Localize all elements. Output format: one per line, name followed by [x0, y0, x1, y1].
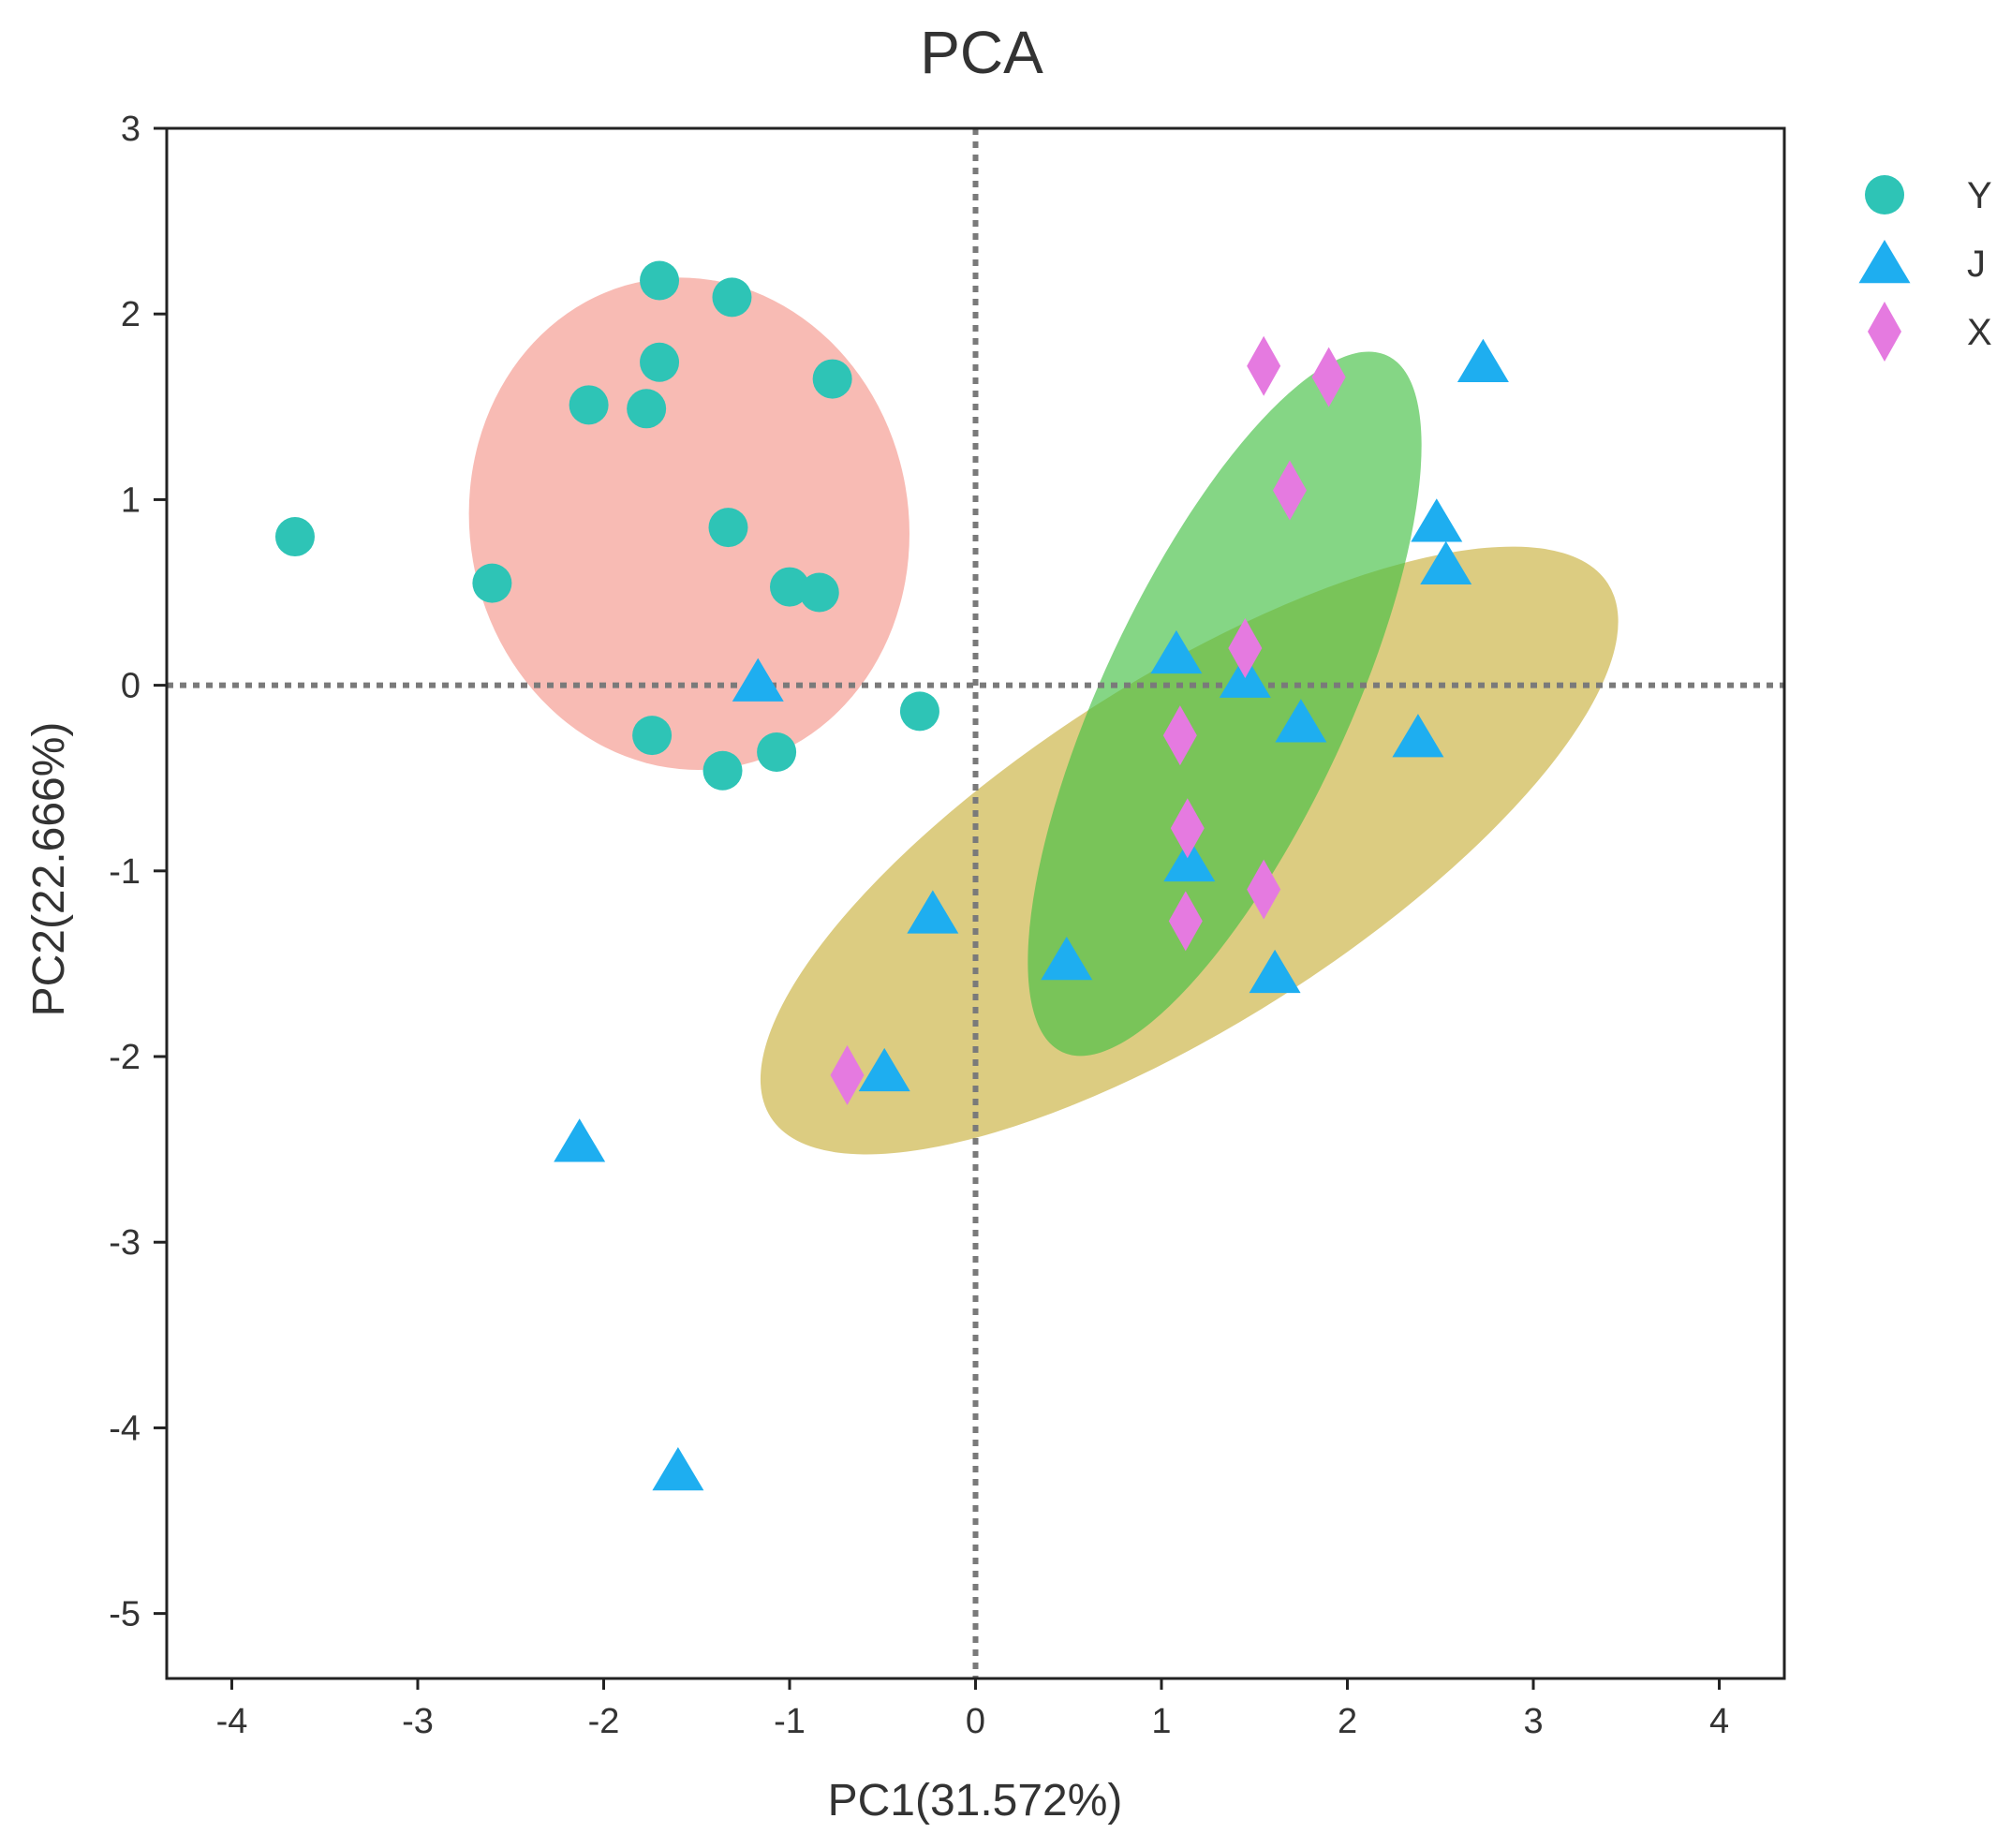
point-j — [1392, 714, 1444, 758]
legend-label-x: X — [1967, 312, 1992, 353]
legend-marker-y — [1865, 175, 1904, 214]
point-y — [757, 732, 797, 772]
ellipses-layer — [468, 277, 1619, 1155]
point-y — [812, 359, 852, 399]
point-x — [1247, 859, 1281, 920]
confidence-ellipse-x — [1028, 351, 1422, 1057]
legend-label-j: J — [1967, 244, 1986, 285]
y-axis: -5 -4 -3 -2 -1 0 1 2 3 — [109, 110, 167, 1634]
point-j — [732, 658, 784, 702]
y-tick-label: 0 — [121, 667, 140, 706]
point-y — [640, 342, 680, 382]
x-tick-label: 1 — [1151, 1702, 1171, 1741]
point-j — [858, 1047, 910, 1092]
x-tick-label: 4 — [1709, 1702, 1729, 1741]
y-tick-label: 2 — [121, 295, 140, 334]
x-tick-label: -1 — [774, 1702, 806, 1741]
point-x — [1228, 617, 1263, 678]
point-y — [569, 385, 609, 425]
legend-marker-x — [1868, 302, 1901, 362]
point-j — [1041, 936, 1093, 981]
point-x — [830, 1044, 865, 1105]
point-j — [1456, 338, 1509, 382]
point-x — [1247, 335, 1281, 396]
y-tick-label: 1 — [121, 480, 140, 520]
y-tick-label: -4 — [109, 1409, 140, 1448]
y-tick-label: 3 — [121, 110, 140, 149]
x-axis: -4 -3 -2 -1 0 1 2 3 4 — [216, 1678, 1729, 1741]
point-y — [472, 563, 512, 603]
x-tick-label: 3 — [1523, 1702, 1543, 1741]
point-y — [702, 750, 743, 791]
y-axis-title: PC2(22.666%) — [24, 722, 74, 1017]
point-j — [1163, 837, 1216, 882]
point-x — [1162, 705, 1197, 766]
point-y — [640, 260, 680, 301]
chart-title: PCA — [920, 19, 1043, 86]
reference-lines — [167, 128, 1784, 1678]
point-y — [708, 508, 748, 548]
point-y — [799, 572, 839, 613]
point-x — [1272, 460, 1307, 521]
point-y — [632, 716, 673, 756]
point-y — [712, 277, 752, 318]
legend-marker-j — [1858, 240, 1911, 284]
point-x — [1168, 891, 1203, 952]
x-tick-label: 2 — [1338, 1702, 1357, 1741]
y-tick-label: -1 — [109, 852, 140, 892]
point-y — [627, 389, 667, 429]
x-tick-label: 0 — [966, 1702, 985, 1741]
point-j — [554, 1118, 606, 1162]
point-j — [652, 1447, 704, 1491]
confidence-ellipse-y — [468, 277, 909, 770]
legend: YJX — [1858, 175, 1992, 362]
point-j — [1275, 699, 1327, 743]
x-tick-label: -3 — [402, 1702, 434, 1741]
y-tick-label: -3 — [109, 1223, 140, 1263]
point-y — [899, 691, 939, 732]
x-axis-title: PC1(31.572%) — [828, 1776, 1123, 1826]
point-x — [1170, 798, 1205, 859]
point-j — [1150, 629, 1203, 674]
point-j — [1411, 498, 1463, 542]
point-j — [1249, 949, 1301, 994]
point-j — [1420, 540, 1472, 585]
point-j — [907, 890, 959, 934]
y-tick-label: -5 — [109, 1595, 140, 1634]
legend-label-y: Y — [1967, 175, 1992, 216]
x-tick-label: -4 — [216, 1702, 248, 1741]
point-y — [274, 517, 315, 557]
points-layer — [274, 260, 1509, 1491]
point-y — [769, 567, 809, 607]
x-tick-label: -2 — [588, 1702, 620, 1741]
y-tick-label: -2 — [109, 1038, 140, 1077]
point-x — [1311, 347, 1346, 407]
